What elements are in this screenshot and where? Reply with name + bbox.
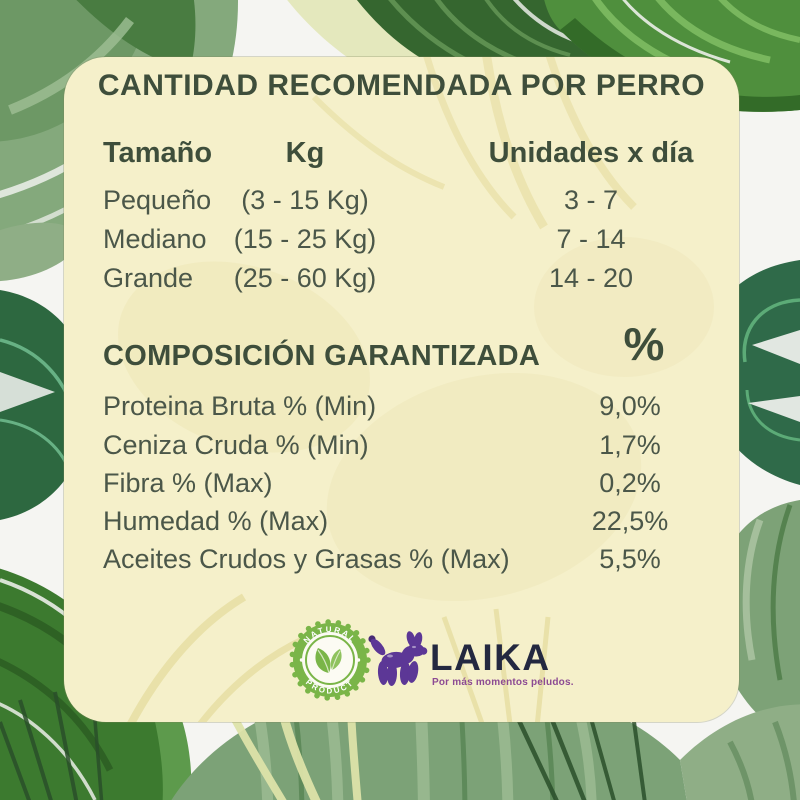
laika-tagline: Por más momentos peludos. [432, 677, 574, 688]
header-kg: Kg [285, 137, 325, 169]
composition-row: Ceniza Cruda % (Min) 1,7% [64, 430, 739, 464]
composition-value: 0,2% [599, 468, 661, 498]
badge-dot-right [356, 658, 361, 662]
composition-label: Proteina Bruta % (Min) [103, 391, 377, 421]
row-kg: (3 - 15 Kg) [241, 185, 369, 215]
composition-label: Ceniza Cruda % (Min) [103, 430, 369, 460]
header-units: Unidades x día [488, 137, 694, 169]
table-row: Grande (25 - 60 Kg) 14 - 20 [64, 263, 739, 297]
row-size: Grande [103, 263, 194, 293]
palm-blades-dark [0, 683, 647, 800]
composition-title: COMPOSICIÓN GARANTIZADA [103, 340, 541, 372]
composition-row: Humedad % (Max) 22,5% [64, 506, 739, 540]
composition-row: Proteina Bruta % (Min) 9,0% [64, 391, 739, 425]
info-card: CANTIDAD RECOMENDADA POR PERRO Tamaño Kg… [64, 57, 739, 722]
laika-logo: LAIKA Por más momentos peludos. [368, 631, 574, 688]
composition-value: 22,5% [591, 506, 669, 536]
badge-inner-white [302, 632, 358, 688]
table-header-row: Tamaño Kg Unidades x día [64, 137, 739, 171]
header-size: Tamaño [103, 137, 213, 169]
row-units: 7 - 14 [556, 224, 626, 254]
composition-label: Humedad % (Max) [103, 506, 329, 536]
leaf-left-sage [0, 222, 79, 282]
table-row: Mediano (15 - 25 Kg) 7 - 14 [64, 224, 739, 258]
balloon-dog-icon [368, 631, 428, 686]
table-row: Pequeño (3 - 15 Kg) 3 - 7 [64, 185, 739, 219]
footer-logos: NATURAL PRODUCT [64, 613, 739, 713]
badge-scallop-edge [289, 619, 371, 701]
row-kg: (25 - 60 Kg) [233, 263, 377, 293]
composition-row: Fibra % (Max) 0,2% [64, 468, 739, 502]
badge-inner-ring [305, 635, 355, 685]
composition-value: 9,0% [599, 391, 661, 421]
percent-header: % [623, 318, 665, 370]
row-kg: (15 - 25 Kg) [233, 224, 377, 254]
composition-label: Aceites Crudos y Grasas % (Max) [103, 544, 510, 574]
recommended-title: CANTIDAD RECOMENDADA POR PERRO [97, 69, 706, 102]
composition-row: Aceites Crudos y Grasas % (Max) 5,5% [64, 544, 739, 578]
natural-product-badge: NATURAL PRODUCT [289, 619, 371, 701]
row-units: 14 - 20 [548, 263, 634, 293]
row-units: 3 - 7 [563, 185, 619, 215]
row-size: Mediano [103, 224, 207, 254]
leaf-icon [315, 648, 342, 674]
card-watermark-leaves [118, 57, 714, 722]
badge-dot-left [299, 658, 304, 662]
row-size: Pequeño [103, 185, 212, 215]
laika-wordmark: LAIKA [430, 637, 551, 678]
composition-label: Fibra % (Max) [103, 468, 273, 498]
composition-value: 1,7% [599, 430, 661, 460]
composition-value: 5,5% [599, 544, 661, 574]
leaf-bottom-right [680, 704, 800, 800]
